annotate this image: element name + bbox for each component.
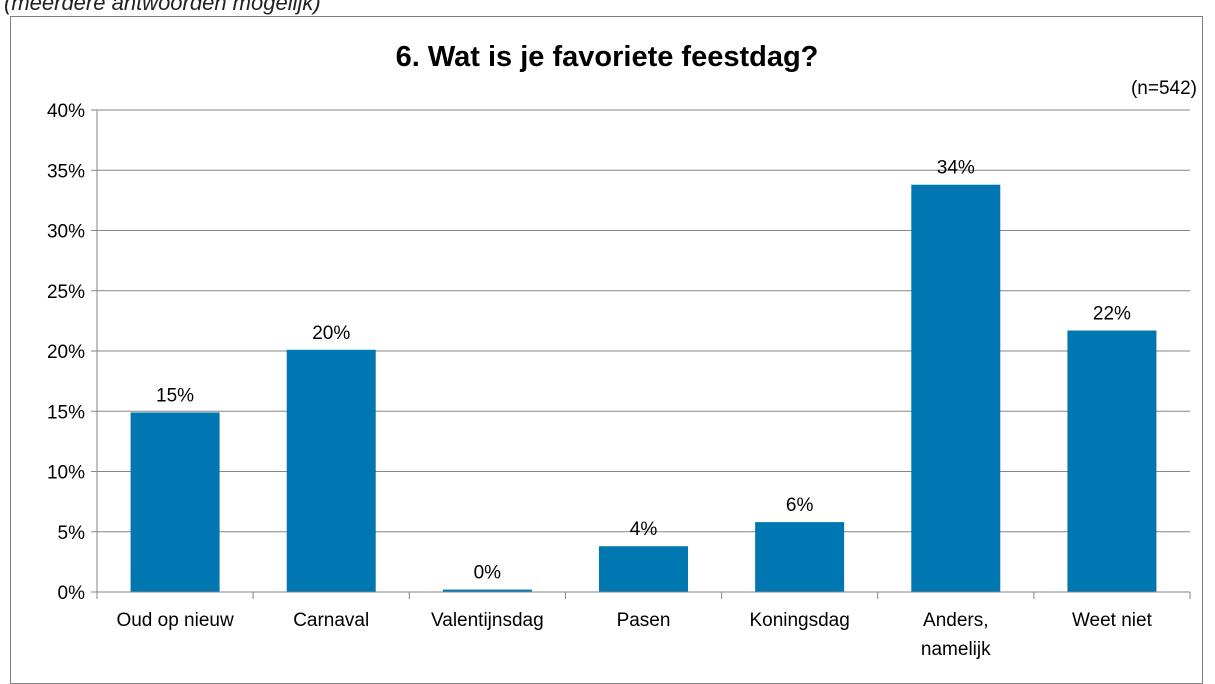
y-tick-label: 5%	[58, 523, 86, 544]
category-label-line: Koningsdag	[749, 610, 849, 631]
category-label-line: Carnaval	[293, 610, 369, 631]
y-tick-label: 25%	[47, 282, 85, 303]
bar	[1067, 330, 1157, 592]
y-tick-label: 35%	[47, 161, 85, 182]
bar	[755, 522, 845, 592]
category-label: Koningsdag	[749, 610, 849, 631]
data-label: 34%	[937, 158, 975, 179]
category-label-line: Weet niet	[1072, 610, 1153, 631]
category-label-line: Anders,	[923, 610, 988, 631]
category-label-line: Pasen	[617, 610, 671, 631]
y-tick-label: 15%	[47, 402, 85, 423]
sample-size-note: (n=542)	[1131, 78, 1197, 99]
bar	[130, 412, 220, 592]
category-label-line: Oud op nieuw	[116, 610, 234, 631]
bar	[911, 184, 1001, 592]
bar	[442, 589, 532, 592]
data-label: 15%	[156, 385, 194, 406]
category-label: Valentijnsdag	[431, 610, 544, 631]
bar	[598, 546, 689, 592]
chart-title: 6. Wat is je favoriete feestdag?	[396, 41, 819, 73]
y-tick-label: 10%	[47, 463, 85, 484]
data-label: 22%	[1093, 304, 1131, 325]
category-label-line: Valentijnsdag	[431, 610, 544, 631]
y-tick-label: 40%	[47, 101, 85, 122]
category-label-line: namelijk	[921, 639, 991, 660]
category-label: Anders, namelijk	[921, 610, 991, 660]
data-label: 4%	[630, 519, 658, 540]
data-label: 20%	[312, 323, 350, 344]
category-label: Pasen	[617, 610, 671, 631]
y-tick-label: 20%	[47, 342, 85, 363]
category-label: Carnaval	[293, 610, 369, 631]
chart-caption: (meerdere antwoorden mogelijk)	[4, 0, 321, 15]
category-label: Weet niet	[1072, 610, 1153, 631]
category-label: Oud op nieuw	[116, 610, 234, 631]
bar	[286, 349, 376, 592]
data-label: 0%	[474, 563, 502, 584]
y-tick-label: 30%	[47, 222, 85, 243]
data-label: 6%	[786, 495, 814, 516]
y-tick-label: 0%	[58, 583, 86, 604]
